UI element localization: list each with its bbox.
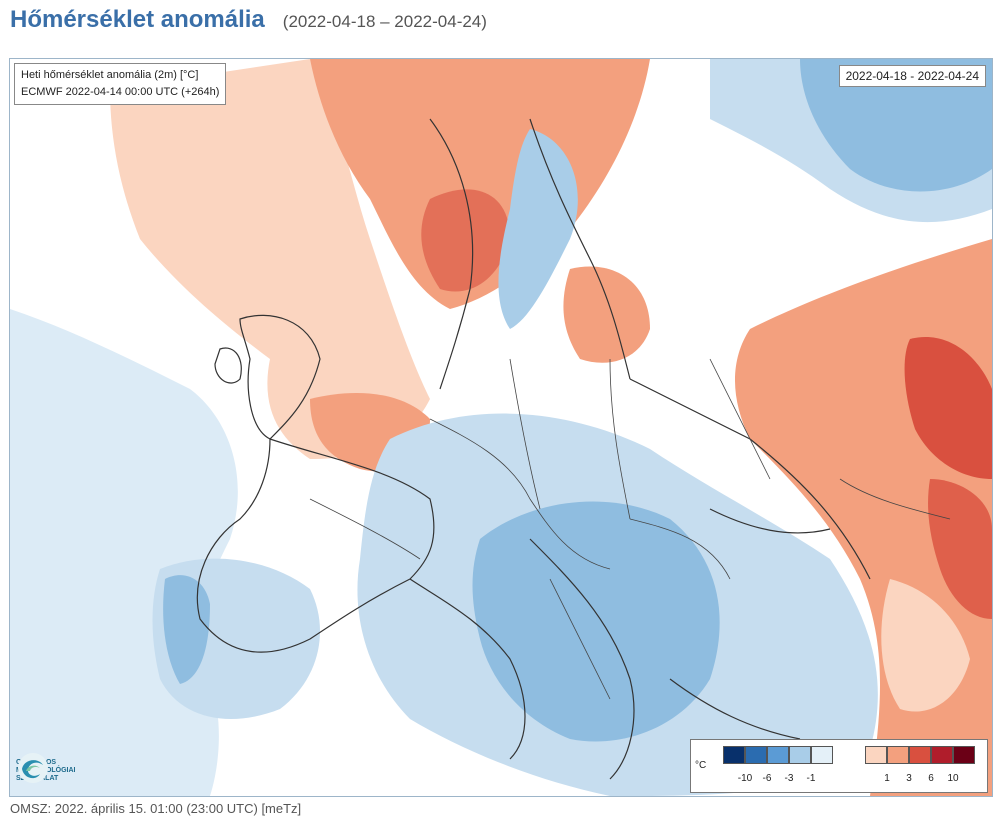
map-date-box: 2022-04-18 - 2022-04-24	[838, 65, 986, 87]
legend-swatch-warm-4	[953, 746, 975, 764]
north-cold-area	[10, 59, 110, 259]
coastlines	[196, 118, 871, 780]
legend-swatch-cold-3	[789, 746, 811, 764]
caspian-warm-core	[928, 479, 992, 619]
legend-swatch-warm-0	[865, 746, 887, 764]
portugal-cold-core	[163, 575, 210, 684]
legend-tick-warm: 3	[906, 773, 912, 784]
northeast-cold-core	[800, 59, 992, 192]
legend-swatch-cold-4	[811, 746, 833, 764]
norway-warm-core	[421, 189, 510, 292]
page-title: Hőmérséklet anomália	[10, 6, 265, 33]
legend-unit: °C	[695, 760, 707, 771]
east-warm-light	[881, 579, 970, 712]
legend-tick-cold: -3	[784, 773, 794, 784]
map-info-line-1: Heti hőmérséklet anomália (2m) [°C]	[21, 69, 199, 81]
legend-tick-cold: -10	[737, 773, 753, 784]
omsz-logo: ORSZÁGOS METEOROLÓGIAI SZOLGÁLAT	[16, 751, 136, 791]
legend-swatch-cold-1	[745, 746, 767, 764]
russia-warm-core	[904, 337, 992, 479]
north-sea-warm	[110, 59, 430, 459]
legend-tick-warm: 6	[928, 773, 934, 784]
scandinavia-warm	[310, 59, 650, 309]
legend-swatch-warm-1	[887, 746, 909, 764]
baltic-warm	[563, 266, 650, 363]
legend-swatch-warm-2	[909, 746, 931, 764]
anomaly-map: Heti hőmérséklet anomália (2m) [°C] ECMW…	[9, 58, 993, 797]
baltic-cold	[498, 129, 578, 329]
legend-tick-warm: 10	[947, 773, 959, 784]
legend-tick-cold: -1	[806, 773, 816, 784]
map-legend: °C -10 -6 -3 -1 1 3 6 10	[690, 739, 988, 793]
footer-text: OMSZ: 2022. április 15. 01:00 (23:00 UTC…	[10, 801, 302, 816]
map-canvas	[10, 59, 992, 796]
legend-tick-warm: 1	[884, 773, 890, 784]
country-borders	[309, 358, 951, 700]
map-info-box: Heti hőmérséklet anomália (2m) [°C] ECMW…	[14, 63, 227, 105]
header: Hőmérséklet anomália (2022-04-18 – 2022-…	[10, 6, 487, 40]
balkans-cold-core	[472, 501, 720, 742]
legend-swatch-warm-3	[931, 746, 953, 764]
legend-swatch-cold-2	[767, 746, 789, 764]
map-info-line-2: ECMWF 2022-04-14 00:00 UTC (+264h)	[21, 86, 220, 98]
legend-tick-cold: -6	[762, 773, 772, 784]
legend-swatch-cold-0	[723, 746, 745, 764]
omsz-swirl-icon	[18, 753, 48, 783]
date-range: (2022-04-18 – 2022-04-24)	[282, 12, 487, 31]
